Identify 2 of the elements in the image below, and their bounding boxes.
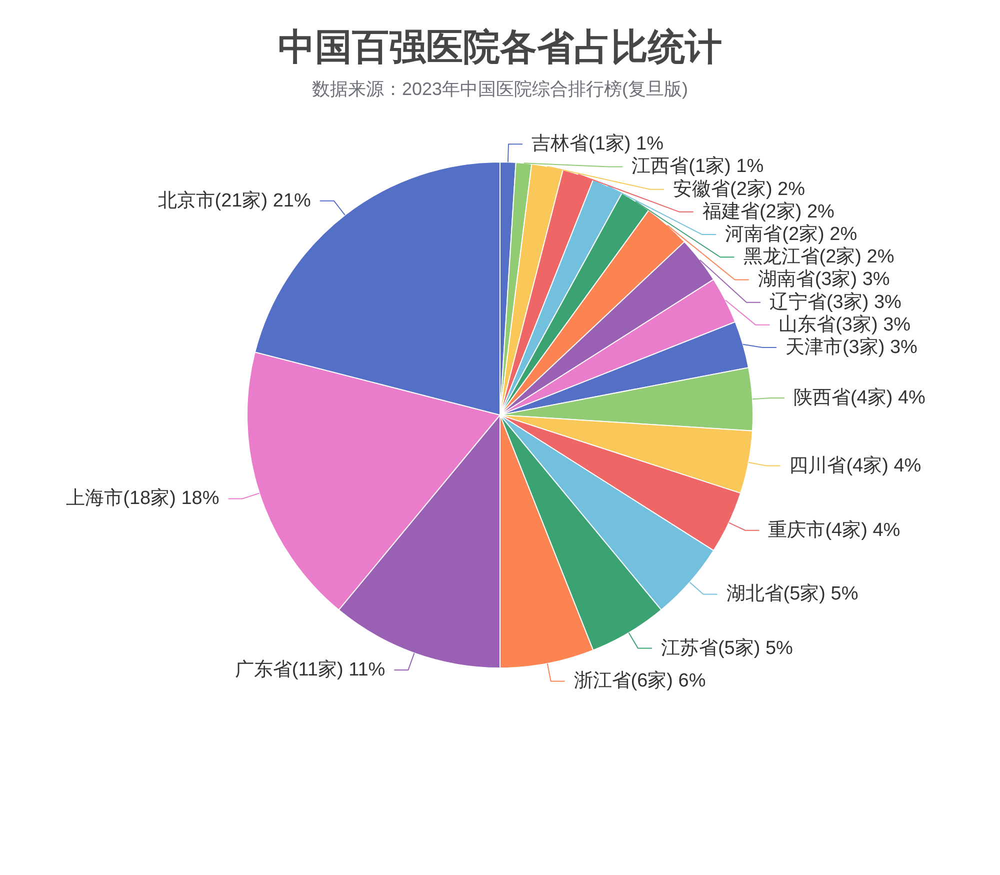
title: 中国百强医院各省占比统计: [278, 26, 722, 68]
subtitle: 数据来源：2023年中国医院综合排行榜(复旦版): [312, 79, 688, 99]
